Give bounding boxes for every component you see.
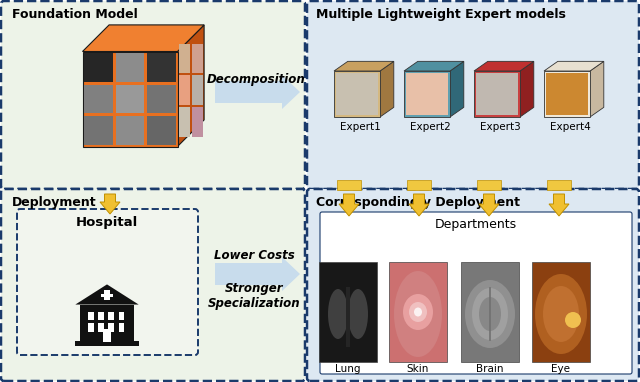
Bar — [101, 294, 113, 297]
Text: Skin: Skin — [407, 364, 429, 374]
FancyBboxPatch shape — [307, 189, 639, 381]
Bar — [179, 44, 190, 73]
Bar — [337, 180, 361, 190]
Text: Brain: Brain — [476, 364, 504, 374]
FancyArrow shape — [215, 257, 300, 291]
Bar — [88, 312, 94, 320]
Bar — [346, 287, 350, 347]
Bar — [147, 85, 176, 113]
Polygon shape — [76, 285, 139, 304]
Ellipse shape — [414, 308, 422, 317]
Bar — [118, 312, 124, 320]
Bar — [84, 117, 113, 145]
Bar — [407, 180, 431, 190]
Ellipse shape — [328, 289, 348, 339]
Ellipse shape — [403, 294, 433, 330]
Ellipse shape — [394, 271, 442, 357]
Polygon shape — [404, 62, 464, 71]
Bar — [547, 180, 571, 190]
Text: Expert3: Expert3 — [479, 122, 520, 132]
Text: Deployment: Deployment — [12, 196, 97, 209]
FancyBboxPatch shape — [307, 1, 639, 189]
FancyArrow shape — [100, 194, 120, 214]
Bar — [147, 53, 176, 82]
FancyBboxPatch shape — [1, 1, 305, 189]
Text: Correspondingly Deployment: Correspondingly Deployment — [316, 196, 520, 209]
Text: Foundation Model: Foundation Model — [12, 8, 138, 21]
Bar — [546, 73, 588, 115]
Bar — [99, 312, 104, 320]
Bar — [192, 107, 203, 137]
Bar — [192, 75, 203, 105]
Polygon shape — [544, 62, 604, 71]
Text: Eye: Eye — [552, 364, 570, 374]
Text: Departments: Departments — [435, 218, 517, 231]
Bar — [99, 323, 104, 332]
FancyArrow shape — [549, 194, 569, 216]
Bar — [147, 117, 176, 145]
Text: Stronger
Specialization: Stronger Specialization — [208, 282, 300, 310]
Polygon shape — [380, 62, 394, 117]
Text: Expert2: Expert2 — [410, 122, 451, 132]
Polygon shape — [450, 62, 464, 117]
FancyBboxPatch shape — [320, 212, 632, 374]
Circle shape — [565, 312, 581, 328]
FancyArrow shape — [409, 194, 429, 216]
Bar — [192, 44, 203, 73]
Bar — [83, 52, 177, 147]
Bar — [319, 262, 377, 362]
Bar — [336, 73, 378, 115]
Bar — [389, 262, 447, 362]
Bar — [76, 341, 139, 346]
Ellipse shape — [535, 274, 587, 354]
Bar — [461, 262, 519, 362]
Bar — [179, 107, 190, 137]
Text: Hospital: Hospital — [76, 216, 138, 229]
Polygon shape — [474, 62, 534, 71]
Bar — [79, 304, 134, 342]
Bar — [334, 71, 380, 117]
Bar — [474, 71, 520, 117]
Text: Expert1: Expert1 — [340, 122, 380, 132]
Bar — [116, 85, 145, 113]
FancyBboxPatch shape — [1, 189, 305, 381]
Text: Lung: Lung — [335, 364, 361, 374]
Bar — [84, 85, 113, 113]
Ellipse shape — [409, 302, 427, 322]
FancyArrow shape — [215, 75, 300, 109]
Polygon shape — [520, 62, 534, 117]
Bar — [108, 312, 114, 320]
Polygon shape — [83, 25, 204, 52]
FancyArrow shape — [339, 194, 359, 216]
Bar — [532, 262, 590, 362]
FancyBboxPatch shape — [17, 209, 198, 355]
Text: Lower Costs: Lower Costs — [214, 249, 294, 262]
Text: Expert4: Expert4 — [550, 122, 590, 132]
Polygon shape — [590, 62, 604, 117]
Text: Decomposition: Decomposition — [207, 73, 305, 86]
Bar — [102, 329, 111, 342]
Bar — [108, 323, 114, 332]
Bar — [544, 71, 590, 117]
Bar — [84, 53, 113, 82]
Bar — [404, 71, 450, 117]
Bar — [116, 53, 145, 82]
Bar — [118, 323, 124, 332]
Ellipse shape — [479, 297, 501, 331]
Ellipse shape — [543, 286, 579, 342]
Bar — [179, 75, 190, 105]
Bar — [116, 117, 145, 145]
Ellipse shape — [465, 280, 515, 348]
Ellipse shape — [472, 288, 508, 340]
Polygon shape — [177, 25, 204, 147]
FancyArrow shape — [479, 194, 499, 216]
Text: Multiple Lightweight Expert models: Multiple Lightweight Expert models — [316, 8, 566, 21]
Bar — [406, 73, 448, 115]
Bar — [88, 323, 94, 332]
Polygon shape — [334, 62, 394, 71]
Bar — [476, 73, 518, 115]
Bar — [477, 180, 501, 190]
Bar — [104, 290, 110, 300]
Ellipse shape — [348, 289, 368, 339]
